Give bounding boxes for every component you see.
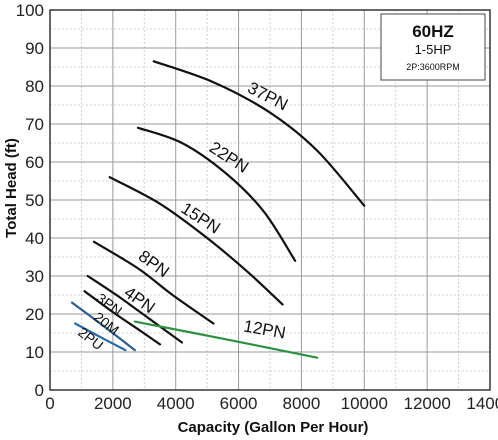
series-curve-12pn <box>133 320 319 359</box>
series-curve-3pn <box>83 290 162 346</box>
info-box-frame <box>380 13 486 81</box>
x-tick-label: 6000 <box>220 394 258 413</box>
x-tick-label: 2000 <box>94 394 132 413</box>
series-label-22pn: 22PN <box>206 138 252 177</box>
x-tick-label: 0 <box>45 394 54 413</box>
series-curve-15pn <box>108 176 284 306</box>
series-curves <box>70 60 366 359</box>
y-tick-label: 60 <box>25 153 44 172</box>
y-tick-label: 90 <box>25 39 44 58</box>
y-tick-label: 20 <box>25 305 44 324</box>
series-curve-37pn <box>152 60 366 207</box>
info-box-speed: 2P:3600RPM <box>406 62 460 72</box>
info-box-frequency: 60HZ <box>412 22 454 41</box>
series-curve-2pu <box>74 322 127 352</box>
series-label-37pn: 37PN <box>245 78 292 114</box>
axes: 0 2000 4000 6000 8000 10000 12000 14000 0 10 20 30 4… <box>16 1 498 413</box>
series-curve-20m <box>70 301 136 352</box>
y-tick-label: 50 <box>25 191 44 210</box>
y-axis-title: Total Head (ft) <box>3 138 20 238</box>
y-tick-label: 70 <box>25 115 44 134</box>
y-tick-label: 100 <box>16 1 44 20</box>
y-tick-label: 40 <box>25 229 44 248</box>
x-tick-label: 12000 <box>404 394 451 413</box>
x-axis-title: Capacity (Gallon Per Hour) <box>178 419 369 436</box>
info-box: 60HZ 1-5HP 2P:3600RPM <box>380 13 486 81</box>
plot-frame <box>49 9 491 391</box>
info-box-power: 1-5HP <box>415 42 452 57</box>
x-tick-label: 14000 <box>466 394 498 413</box>
y-tick-label: 80 <box>25 77 44 96</box>
x-tick-label: 10000 <box>341 394 388 413</box>
series-curve-8pn <box>92 240 215 325</box>
x-tick-label: 8000 <box>283 394 321 413</box>
y-tick-label: 0 <box>35 381 44 400</box>
series-label-12pn: 12PN <box>242 316 287 342</box>
y-tick-label: 10 <box>25 343 44 362</box>
series-curve-22pn <box>136 126 297 262</box>
series-curve-4pn <box>86 274 184 344</box>
x-tick-label: 4000 <box>157 394 195 413</box>
y-tick-label: 30 <box>25 267 44 286</box>
